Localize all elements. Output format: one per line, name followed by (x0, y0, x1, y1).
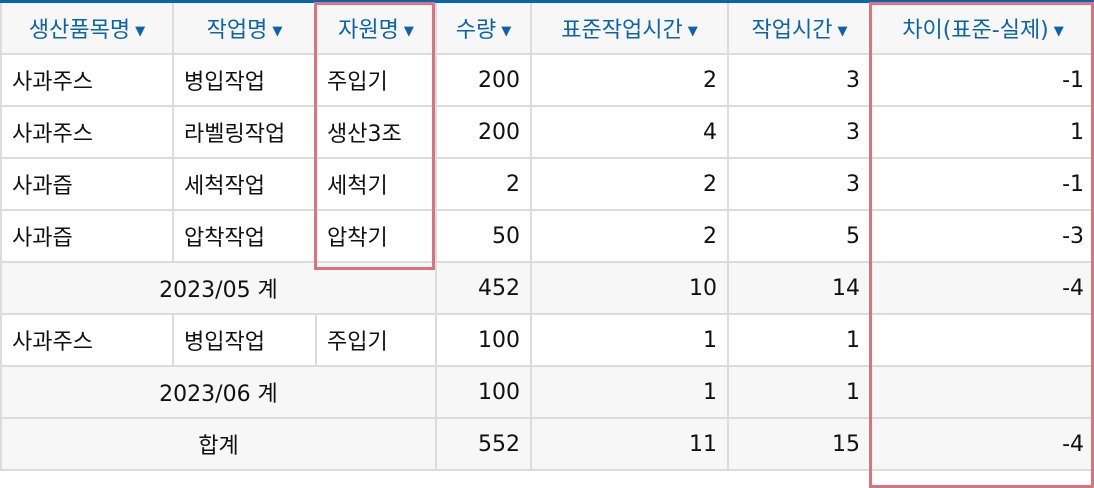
table-cell: 3 (727, 105, 872, 159)
table-cell (870, 365, 1094, 419)
table-cell (870, 313, 1094, 367)
subtotal-row: 2023/05 계 452 10 14 -4 (0, 261, 1094, 315)
caret-down-icon[interactable]: ▼ (135, 23, 146, 39)
column-header[interactable]: 생산품목명 ▼ (0, 0, 174, 55)
table-cell: 사과즙 (0, 157, 174, 211)
table-cell: 압착작업 (172, 209, 317, 263)
column-label: 생산품목명 (28, 18, 131, 43)
table-cell: 사과즙 (0, 209, 174, 263)
table-cell: 15 (727, 417, 872, 471)
subtotal-row: 합계 552 11 15 -4 (0, 417, 1094, 471)
table-row: 사과즙 압착작업 압착기 50 2 5 -3 (0, 209, 1094, 263)
table-cell: 주입기 (315, 313, 437, 367)
table-cell: 병입작업 (172, 53, 317, 107)
table-cell: 사과주스 (0, 53, 174, 107)
column-header[interactable]: 표준작업시간 ▼ (530, 0, 729, 55)
table-cell: 11 (530, 417, 729, 471)
caret-down-icon[interactable]: ▼ (501, 23, 512, 39)
column-label: 자원명 (338, 18, 399, 43)
column-header[interactable]: 작업시간 ▼ (727, 0, 872, 55)
column-header[interactable]: 차이(표준-실제) ▼ (870, 0, 1094, 55)
subtotal-label: 2023/06 계 (0, 365, 437, 419)
column-header[interactable]: 작업명 ▼ (172, 0, 317, 55)
table-cell: -4 (870, 261, 1094, 315)
column-header[interactable]: 수량 ▼ (435, 0, 532, 55)
table-cell: 압착기 (315, 209, 437, 263)
column-label: 수량 (455, 18, 497, 43)
table-cell: 100 (435, 365, 532, 419)
table-cell: 1 (870, 105, 1094, 159)
table-cell: 라벨링작업 (172, 105, 317, 159)
table-cell: 2 (530, 53, 729, 107)
column-label: 작업명 (206, 18, 268, 43)
table-row: 사과주스 병입작업 주입기 100 1 1 (0, 313, 1094, 367)
subtotal-label: 합계 (0, 417, 437, 471)
table-cell: 1 (530, 365, 729, 419)
column-header[interactable]: 자원명 ▼ (315, 0, 437, 55)
table-cell: 452 (435, 261, 532, 315)
table-cell: 주입기 (315, 53, 437, 107)
table-cell: 1 (727, 365, 872, 419)
table-cell: 병입작업 (172, 313, 317, 367)
table-cell: 생산3조 (315, 105, 437, 159)
caret-down-icon[interactable]: ▼ (837, 23, 848, 39)
column-label: 차이(표준-실제) (902, 18, 1049, 43)
table-cell: 4 (530, 105, 729, 159)
table-cell: 100 (435, 313, 532, 367)
table-cell: -1 (870, 157, 1094, 211)
table-row: 사과주스 병입작업 주입기 200 2 3 -1 (0, 53, 1094, 107)
table-cell: 2 (530, 157, 729, 211)
table-cell: 50 (435, 209, 532, 263)
table-cell: -3 (870, 209, 1094, 263)
table-cell: 3 (727, 53, 872, 107)
table-cell: 2 (435, 157, 532, 211)
caret-down-icon[interactable]: ▼ (272, 23, 283, 39)
table-cell: 1 (727, 313, 872, 367)
table-cell: 사과주스 (0, 105, 174, 159)
table-cell: 200 (435, 105, 532, 159)
column-label: 작업시간 (751, 18, 833, 43)
table-row: 사과즙 세척작업 세척기 2 2 3 -1 (0, 157, 1094, 211)
caret-down-icon[interactable]: ▼ (1053, 23, 1064, 39)
table-cell: 14 (727, 261, 872, 315)
header-row: 생산품목명 ▼ 작업명 ▼ 자원명 ▼ 수량 ▼ 표준작업시간 ▼ 작업시간 ▼ 차이(표준-실제) ▼ (0, 0, 1094, 55)
subtotal-label: 2023/05 계 (0, 261, 437, 315)
table-cell: -1 (870, 53, 1094, 107)
table-cell: 200 (435, 53, 532, 107)
table-cell: 10 (530, 261, 729, 315)
table-cell: 3 (727, 157, 872, 211)
table-cell: 세척작업 (172, 157, 317, 211)
table-cell: -4 (870, 417, 1094, 471)
table-cell: 2 (530, 209, 729, 263)
table-cell: 사과주스 (0, 313, 174, 367)
table-row: 사과주스 라벨링작업 생산3조 200 4 3 1 (0, 105, 1094, 159)
report-table: 생산품목명 ▼ 작업명 ▼ 자원명 ▼ 수량 ▼ 표준작업시간 ▼ 작업시간 ▼ 차이(표준-실제) ▼ … (0, 0, 1094, 471)
table-cell: 세척기 (315, 157, 437, 211)
caret-down-icon[interactable]: ▼ (403, 23, 414, 39)
caret-down-icon[interactable]: ▼ (687, 23, 698, 39)
subtotal-row: 2023/06 계 100 1 1 (0, 365, 1094, 419)
table-cell: 1 (530, 313, 729, 367)
table-cell: 552 (435, 417, 532, 471)
table-cell: 5 (727, 209, 872, 263)
column-label: 표준작업시간 (561, 18, 683, 43)
